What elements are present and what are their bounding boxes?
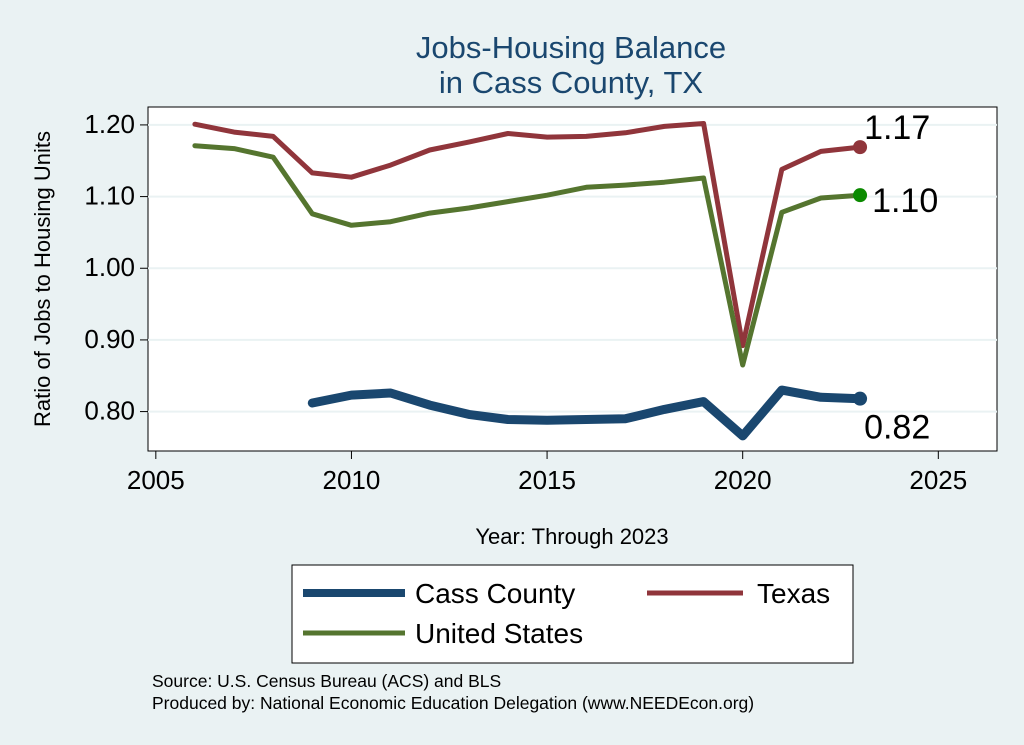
y-tick-label-3: 1.10 [84,180,135,210]
legend: Cass County Texas United States [291,564,854,664]
chart-title-line-2: in Cass County, TX [439,65,704,100]
end-marker-cass-county [853,391,868,406]
produced-by-note: Produced by: National Economic Education… [152,693,754,713]
chart-title-line-1: Jobs-Housing Balance [416,30,726,65]
end-marker-united-states [853,188,868,203]
series-line-cass-county [307,385,865,441]
end-label-united-states: 1.10 [872,182,938,220]
x-axis-label: Year: Through 2023 [475,524,668,549]
x-tick-label-1: 2010 [323,465,381,495]
y-tick-label-2: 1.00 [84,252,135,282]
end-label-cass-county: 0.82 [864,409,930,447]
series-lines [192,121,865,441]
end-marker-texas [853,140,868,155]
y-axis-label: Ratio of Jobs to Housing Units [30,131,55,427]
legend-box [291,564,854,664]
x-tick-label-3: 2020 [714,465,772,495]
x-tick-label-0: 2005 [127,465,185,495]
legend-label-united-states: United States [415,618,583,649]
y-axis: 0.80 0.90 1.00 1.10 1.20 [84,109,148,425]
y-tick-label-1: 0.90 [84,324,135,354]
series-line-texas [192,121,863,349]
source-note: Source: U.S. Census Bureau (ACS) and BLS [152,671,501,691]
legend-label-cass-county: Cass County [415,578,575,609]
end-label-texas: 1.17 [864,109,930,147]
series-line-united-states [192,143,863,368]
x-tick-label-4: 2025 [909,465,967,495]
y-tick-label-4: 1.20 [84,109,135,139]
end-markers: 0.82 1.17 1.10 [853,109,938,447]
x-axis: 2005 2010 2015 2020 2025 [127,451,967,495]
y-tick-label-0: 0.80 [84,395,135,425]
legend-label-texas: Texas [757,578,830,609]
x-tick-label-2: 2015 [518,465,576,495]
